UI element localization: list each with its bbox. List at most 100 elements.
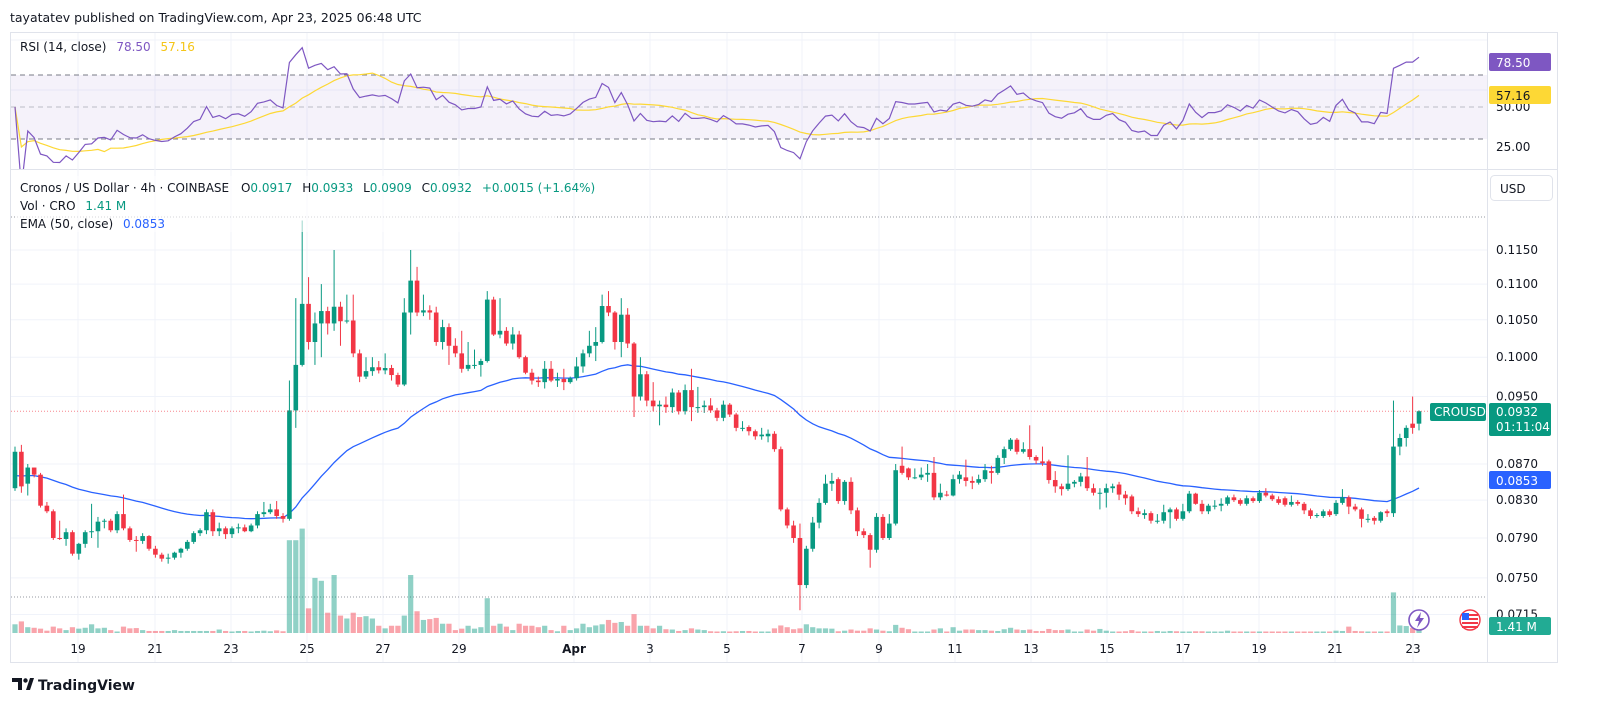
candle-body	[159, 554, 165, 559]
candle	[389, 364, 394, 381]
volume-bar	[1001, 629, 1007, 633]
candle	[625, 308, 630, 349]
currency-button[interactable]: USD	[1490, 175, 1553, 201]
volume-bar	[1218, 631, 1224, 633]
candle-body	[484, 299, 490, 362]
candle	[1365, 514, 1371, 523]
candle	[433, 306, 439, 346]
volume-bar	[593, 625, 599, 633]
candle	[542, 361, 547, 389]
rsi-legend[interactable]: RSI (14, close) 78.50 57.16	[20, 40, 195, 54]
candle	[663, 396, 669, 413]
volume-bar	[229, 631, 235, 633]
candle-body	[695, 407, 701, 409]
candle	[1167, 507, 1173, 529]
candle	[1212, 500, 1218, 510]
candle	[1206, 503, 1211, 515]
legend-backdrop	[16, 176, 556, 232]
candle	[887, 514, 892, 540]
candle-body	[1091, 488, 1096, 493]
tradingview-logo[interactable]: TradingView	[12, 678, 135, 694]
candle	[950, 474, 956, 497]
candle-body	[950, 479, 956, 496]
candle	[1372, 515, 1377, 525]
candle	[867, 533, 873, 568]
volume-bar	[140, 630, 146, 633]
time-axis[interactable]: 19 21 23 25 27 29 Apr 3 5 7 9 11 13 15 17 19 21 23	[70, 642, 1420, 656]
candle	[12, 446, 18, 491]
open-value: 0.0917	[250, 181, 292, 195]
candle	[536, 376, 541, 387]
price-tick-label: 0.1050	[1496, 313, 1538, 327]
candle	[1097, 488, 1103, 510]
volume-bar	[931, 629, 937, 633]
time-tick-label: 15	[1099, 642, 1114, 656]
candle-body	[191, 533, 196, 542]
volume-bar	[491, 625, 497, 633]
volume-bar	[280, 631, 286, 633]
candle-body	[216, 528, 222, 532]
candle-body	[1078, 476, 1084, 482]
lightning-icon[interactable]	[1408, 609, 1430, 631]
candle	[114, 511, 120, 534]
candle-body	[248, 525, 254, 532]
candle-body	[446, 327, 452, 346]
candle	[1161, 504, 1167, 524]
candle-body	[682, 390, 688, 412]
candle	[504, 327, 509, 346]
candle	[1250, 496, 1256, 503]
candle	[25, 464, 31, 496]
candle	[1065, 455, 1071, 491]
candle-body	[1065, 483, 1071, 490]
candle	[714, 407, 720, 422]
candle	[248, 523, 254, 533]
volume-legend[interactable]: Vol · CRO 1.41 M	[20, 199, 126, 213]
candle-body	[1110, 486, 1115, 489]
candle	[906, 467, 911, 481]
candle-body	[1327, 511, 1332, 516]
candle	[382, 353, 388, 375]
price-tick-label: 0.0830	[1496, 493, 1538, 507]
candle-body	[459, 353, 465, 369]
candle-body	[1276, 499, 1281, 503]
rsi-axis[interactable]: 50.00 25.00 78.50 57.16	[1489, 53, 1551, 154]
ema-price-value: 0.0853	[1496, 474, 1538, 488]
us-flag-icon[interactable]	[1459, 609, 1481, 631]
candle	[408, 250, 413, 335]
volume-bar	[1410, 627, 1416, 633]
candle-body	[140, 536, 145, 541]
volume-label: 1.41 M	[1489, 617, 1551, 635]
candle-body	[146, 536, 152, 549]
volume-bar	[191, 630, 197, 633]
candle-body	[938, 492, 943, 498]
time-tick-label: 29	[451, 642, 466, 656]
candle	[57, 520, 62, 540]
candle-body	[1391, 446, 1396, 514]
candle	[1359, 507, 1364, 528]
volume-bar	[688, 628, 695, 633]
candle-body	[1155, 520, 1160, 522]
volume-bar	[293, 540, 299, 633]
candle	[765, 429, 771, 443]
volume-bar	[478, 627, 484, 633]
volume-bar	[912, 631, 918, 633]
time-tick-label: 19	[70, 642, 85, 656]
candle-body	[382, 368, 388, 371]
candle-body	[778, 449, 784, 510]
candle-body	[401, 312, 407, 385]
volume-bar	[57, 628, 63, 633]
symbol-tag-label: CROUSD	[1434, 405, 1486, 419]
volume-bar	[1403, 626, 1409, 633]
volume-bar	[1397, 625, 1403, 633]
volume-bar	[1116, 631, 1122, 633]
volume-bar	[842, 630, 848, 633]
volume-bar	[465, 625, 471, 633]
candle	[459, 330, 465, 373]
symbol-legend[interactable]: Cronos / US Dollar · 4h · COINBASE O0.09…	[20, 181, 595, 195]
candle-body	[925, 472, 930, 475]
candle-body	[874, 516, 879, 550]
candle-body	[370, 367, 375, 372]
ema-legend[interactable]: EMA (50, close) 0.0853	[20, 217, 165, 231]
candle	[752, 429, 758, 440]
